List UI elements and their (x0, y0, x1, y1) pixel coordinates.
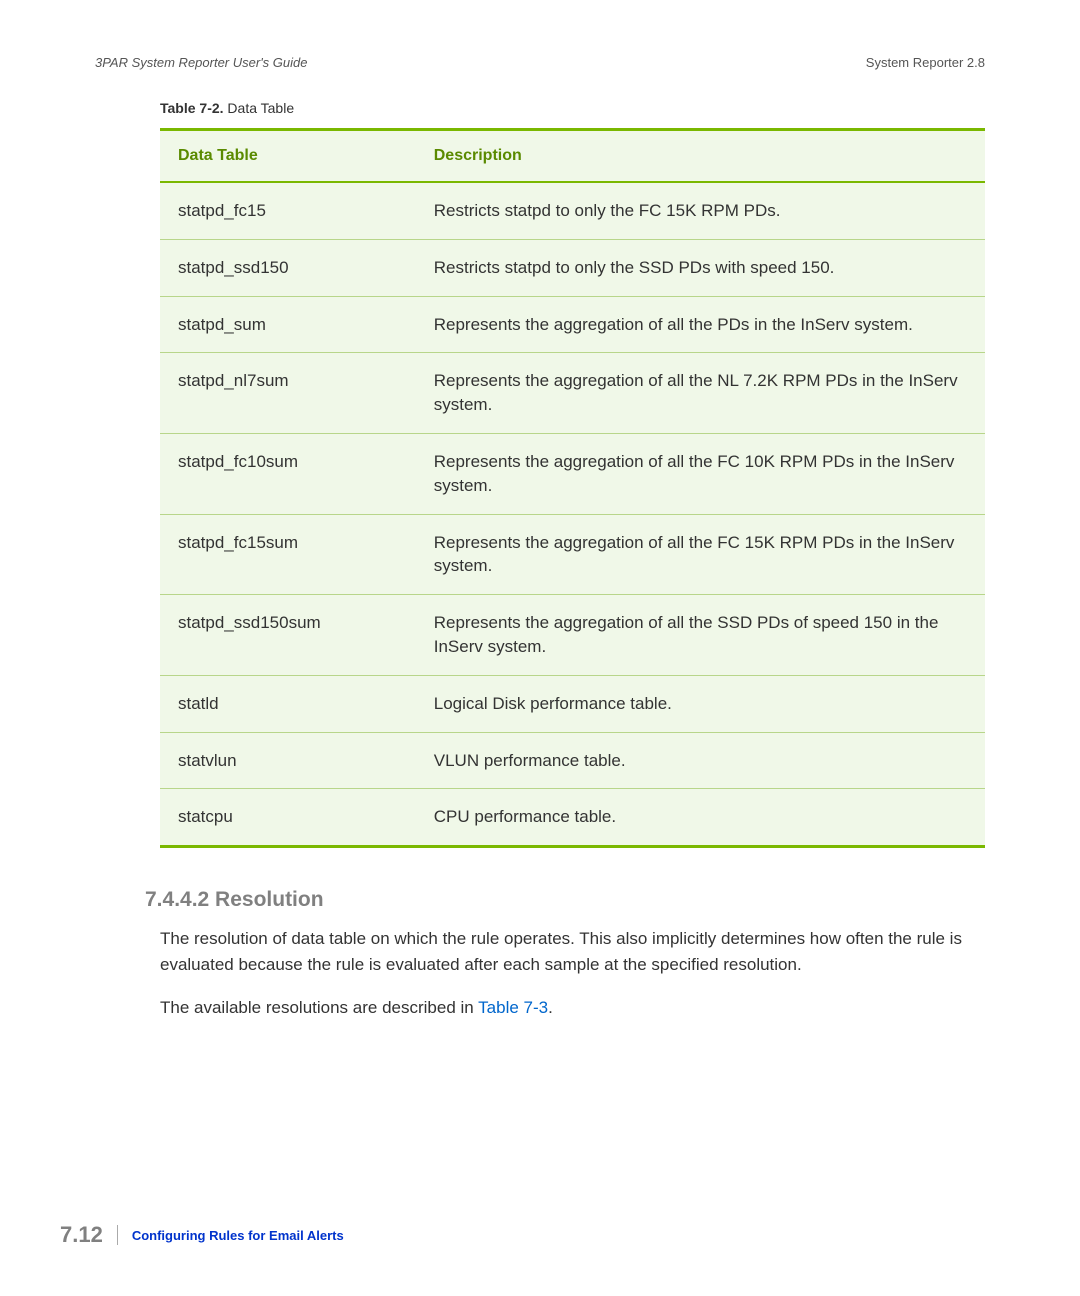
table-cell: Restricts statpd to only the SSD PDs wit… (416, 239, 985, 296)
body-paragraph: The available resolutions are described … (160, 995, 985, 1021)
table-row: statpd_fc15 Restricts statpd to only the… (160, 182, 985, 239)
table-cell: statpd_sum (160, 296, 416, 353)
table-row: statpd_sum Represents the aggregation of… (160, 296, 985, 353)
table-cell: statpd_fc10sum (160, 433, 416, 514)
section-heading: 7.4.4.2 Resolution (145, 888, 985, 912)
footer-divider (117, 1225, 118, 1245)
table-cell: Represents the aggregation of all the PD… (416, 296, 985, 353)
table-row: statpd_ssd150sum Represents the aggregat… (160, 595, 985, 676)
table-cell: Represents the aggregation of all the FC… (416, 433, 985, 514)
table-header-col1: Data Table (160, 130, 416, 183)
data-table: Data Table Description statpd_fc15 Restr… (160, 128, 985, 848)
table-cell: statpd_fc15 (160, 182, 416, 239)
table-header-col2: Description (416, 130, 985, 183)
table-cell: Logical Disk performance table. (416, 675, 985, 732)
table-row: statpd_nl7sum Represents the aggregation… (160, 353, 985, 434)
table-cell: Represents the aggregation of all the NL… (416, 353, 985, 434)
table-cell: CPU performance table. (416, 789, 985, 847)
table-caption-rest: Data Table (224, 100, 295, 116)
header-left: 3PAR System Reporter User's Guide (95, 55, 307, 70)
table-cell: statpd_ssd150sum (160, 595, 416, 676)
body-paragraph: The resolution of data table on which th… (160, 926, 985, 977)
table-row: statvlun VLUN performance table. (160, 732, 985, 789)
table-caption-bold: Table 7-2. (160, 100, 224, 116)
table-row: statpd_ssd150 Restricts statpd to only t… (160, 239, 985, 296)
table-link[interactable]: Table 7-3 (478, 998, 548, 1017)
table-cell: statpd_ssd150 (160, 239, 416, 296)
footer-text: Configuring Rules for Email Alerts (132, 1228, 344, 1243)
table-row: statpd_fc10sum Represents the aggregatio… (160, 433, 985, 514)
page-number: 7.12 (60, 1222, 103, 1248)
page-footer: 7.12 Configuring Rules for Email Alerts (60, 1222, 344, 1248)
page-header: 3PAR System Reporter User's Guide System… (95, 55, 985, 70)
table-cell: VLUN performance table. (416, 732, 985, 789)
table-cell: statpd_nl7sum (160, 353, 416, 434)
table-header-row: Data Table Description (160, 130, 985, 183)
para-text: The available resolutions are described … (160, 998, 478, 1017)
para-text: . (548, 998, 553, 1017)
table-cell: statvlun (160, 732, 416, 789)
table-cell: statcpu (160, 789, 416, 847)
table-cell: Represents the aggregation of all the SS… (416, 595, 985, 676)
table-cell: Represents the aggregation of all the FC… (416, 514, 985, 595)
table-caption: Table 7-2. Data Table (160, 100, 985, 116)
table-cell: statpd_fc15sum (160, 514, 416, 595)
table-row: statld Logical Disk performance table. (160, 675, 985, 732)
table-row: statpd_fc15sum Represents the aggregatio… (160, 514, 985, 595)
table-cell: Restricts statpd to only the FC 15K RPM … (416, 182, 985, 239)
table-row: statcpu CPU performance table. (160, 789, 985, 847)
header-right: System Reporter 2.8 (866, 55, 985, 70)
table-cell: statld (160, 675, 416, 732)
